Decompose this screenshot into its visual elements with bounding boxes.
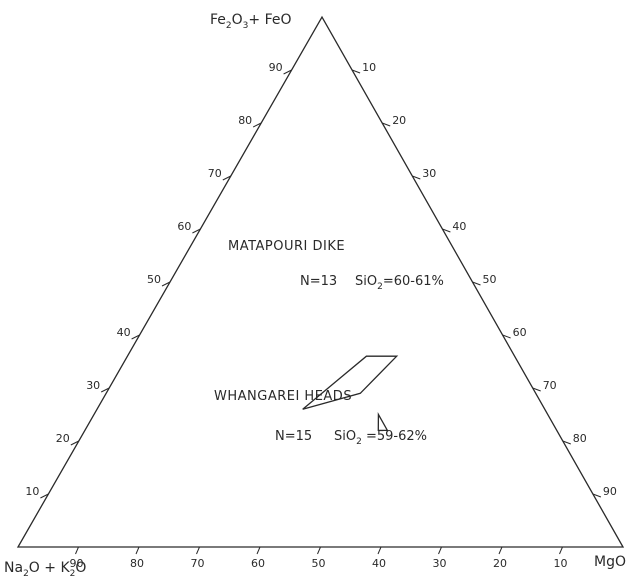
- whangarei-field-polygon: [302, 355, 399, 410]
- right-tick-label-30: 30: [422, 167, 436, 180]
- tick-group: 10 20 30 40 50 60 70 80 90 10 20 30 40 50 60 70 80 90 90 80…: [25, 61, 617, 570]
- left-tick-30: [100, 387, 110, 393]
- bottom-tick-60: [256, 546, 261, 555]
- apex-label-left: Na2O + K2O: [4, 560, 86, 577]
- left-tick-label-80: 80: [238, 114, 252, 127]
- bottom-tick-label-70: 70: [191, 557, 205, 570]
- left-tick-label-50: 50: [147, 273, 161, 286]
- left-tick-70: [222, 175, 232, 181]
- right-tick-40: [442, 228, 451, 233]
- whangarei-n-label: N=15: [275, 429, 312, 444]
- left-tick-10: [40, 493, 49, 499]
- whangarei-sio2-label: SiO2 =59-62%: [334, 429, 427, 447]
- matapouri-field-polygon: [377, 412, 389, 432]
- bottom-tick-10: [559, 546, 563, 555]
- bottom-tick-80: [135, 546, 140, 555]
- bottom-tick-50: [317, 546, 321, 555]
- right-tick-label-50: 50: [483, 273, 497, 286]
- left-tick-label-30: 30: [86, 379, 100, 392]
- left-tick-80: [252, 122, 262, 128]
- right-tick-label-40: 40: [452, 220, 466, 233]
- bottom-tick-20: [498, 546, 503, 555]
- apex-label-top: Fe2O3+ FeO: [210, 12, 292, 31]
- right-tick-label-70: 70: [543, 379, 557, 392]
- right-tick-30: [412, 175, 421, 180]
- left-tick-label-40: 40: [117, 326, 131, 339]
- right-tick-label-60: 60: [513, 326, 527, 339]
- bottom-tick-label-80: 80: [130, 557, 144, 570]
- bottom-tick-label-20: 20: [493, 557, 507, 570]
- left-tick-90: [283, 69, 292, 75]
- left-tick-label-60: 60: [177, 220, 191, 233]
- right-tick-label-20: 20: [392, 114, 406, 127]
- matapouri-sio2-label: SiO2=60-61%: [355, 274, 444, 292]
- apex-label-right: MgO: [594, 554, 626, 570]
- whangarei-heads-label: WHANGAREI HEADS: [214, 389, 352, 404]
- right-tick-70: [532, 387, 541, 392]
- right-tick-label-90: 90: [603, 485, 617, 498]
- left-tick-50: [161, 281, 171, 287]
- right-tick-20: [382, 122, 391, 127]
- bottom-tick-30: [438, 546, 442, 555]
- left-tick-label-70: 70: [208, 167, 222, 180]
- right-tick-90: [592, 493, 602, 498]
- right-tick-80: [562, 440, 571, 445]
- left-tick-label-20: 20: [56, 432, 70, 445]
- left-tick-label-90: 90: [269, 61, 283, 74]
- left-tick-60: [192, 228, 201, 234]
- bottom-tick-label-10: 10: [554, 557, 568, 570]
- right-tick-50: [472, 281, 481, 286]
- left-tick-20: [70, 440, 80, 446]
- bottom-tick-label-40: 40: [372, 557, 386, 570]
- fields-group: [302, 355, 399, 432]
- bottom-tick-label-60: 60: [251, 557, 265, 570]
- matapouri-dike-label: MATAPOURI DIKE: [228, 239, 345, 254]
- right-tick-10: [351, 69, 361, 74]
- left-tick-40: [131, 334, 140, 340]
- bottom-tick-40: [377, 546, 382, 555]
- bottom-tick-70: [196, 546, 200, 555]
- right-tick-60: [502, 334, 511, 339]
- bottom-tick-label-90: 90: [70, 557, 84, 570]
- right-tick-label-80: 80: [573, 432, 587, 445]
- bottom-tick-90: [75, 546, 79, 555]
- bottom-tick-label-50: 50: [312, 557, 326, 570]
- matapouri-n-label: N=13: [300, 274, 337, 289]
- right-tick-label-10: 10: [362, 61, 376, 74]
- bottom-tick-label-30: 30: [433, 557, 447, 570]
- left-tick-label-10: 10: [25, 485, 39, 498]
